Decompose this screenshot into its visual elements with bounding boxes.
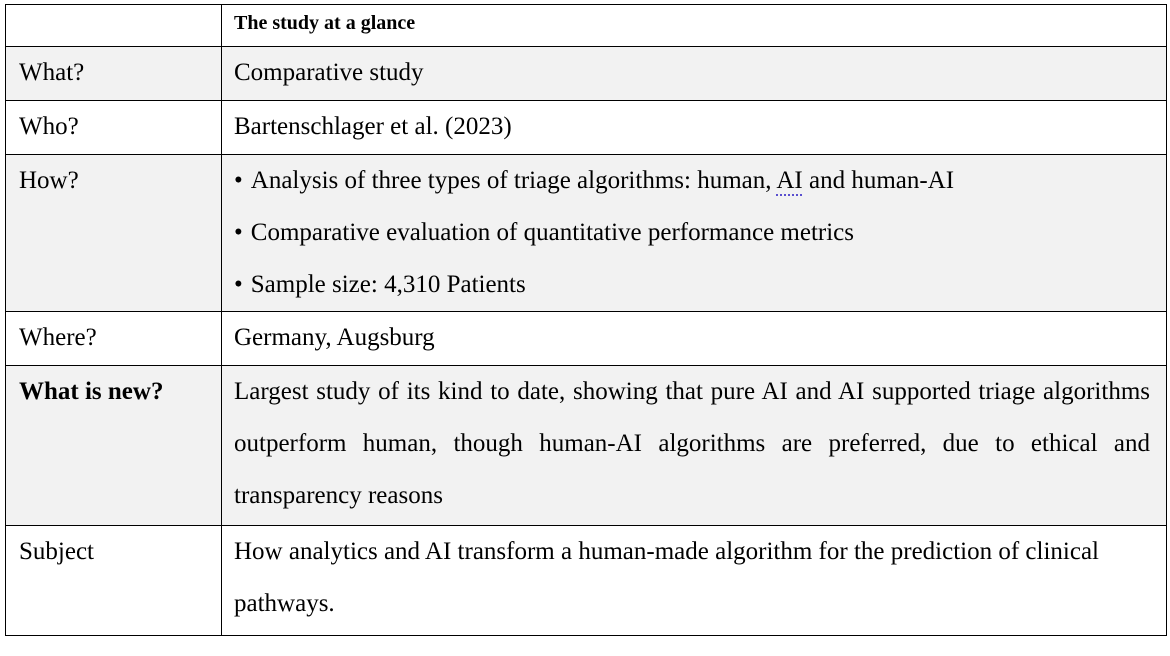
how-item-3-text: Sample size: 4,310 Patients xyxy=(250,271,526,298)
row-label-what-is-new: What is new? xyxy=(5,365,222,526)
table-row-who: Who? Bartenschlager et al. (2023) xyxy=(5,100,1167,155)
row-value-who: Bartenschlager et al. (2023) xyxy=(221,100,1167,155)
how-item-1-text: Analysis of three types of triage algori… xyxy=(250,167,777,194)
row-value-what-is-new: Largest study of its kind to date, showi… xyxy=(221,365,1167,526)
row-value-subject: How analytics and AI transform a human-m… xyxy=(221,525,1167,636)
table-header-row: The study at a glance xyxy=(5,4,1167,47)
bullet-icon: • xyxy=(234,219,243,246)
row-value-where: Germany, Augsburg xyxy=(221,311,1167,366)
table-row-what-is-new: What is new? Largest study of its kind t… xyxy=(5,365,1167,526)
how-bullet-item-1: • Analysis of three types of triage algor… xyxy=(234,155,1150,207)
spellcheck-marked-word: AI xyxy=(776,167,803,194)
row-label-where: Where? xyxy=(5,311,222,366)
table-row-subject: Subject How analytics and AI transform a… xyxy=(5,525,1167,636)
row-value-how: • Analysis of three types of triage algor… xyxy=(221,154,1167,312)
how-bullet-item-3: • Sample size: 4,310 Patients xyxy=(234,259,1150,311)
row-label-what: What? xyxy=(5,46,222,101)
how-bullet-list: • Analysis of three types of triage algor… xyxy=(234,155,1150,311)
how-item-1-text-end: and human-AI xyxy=(802,167,955,194)
row-label-who: Who? xyxy=(5,100,222,155)
table-row-where: Where? Germany, Augsburg xyxy=(5,311,1167,366)
study-at-a-glance-table: The study at a glance What? Comparative … xyxy=(5,4,1167,636)
row-label-how: How? xyxy=(5,154,222,312)
bullet-icon: • xyxy=(234,271,243,298)
table-title: The study at a glance xyxy=(221,4,1167,47)
how-bullet-item-2: • Comparative evaluation of quantitative … xyxy=(234,207,1150,259)
table-row-how: How? • Analysis of three types of triage … xyxy=(5,154,1167,312)
row-value-what: Comparative study xyxy=(221,46,1167,101)
how-item-2-text: Comparative evaluation of quantitative p… xyxy=(250,219,855,246)
row-label-subject: Subject xyxy=(5,525,222,636)
table-row-what: What? Comparative study xyxy=(5,46,1167,101)
header-empty-cell xyxy=(5,4,222,47)
bullet-icon: • xyxy=(234,167,243,194)
